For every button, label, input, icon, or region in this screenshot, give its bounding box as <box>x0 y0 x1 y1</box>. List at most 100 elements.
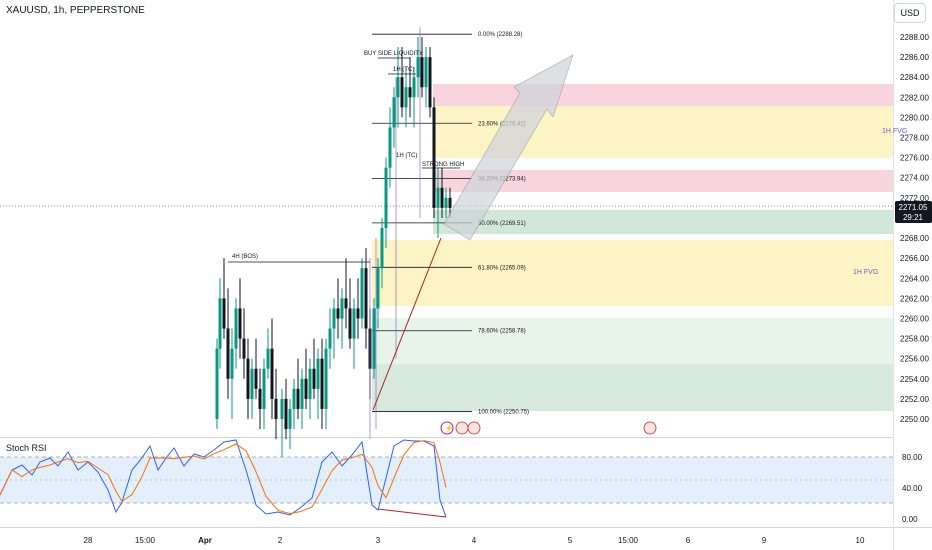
candle-body <box>234 308 238 349</box>
candle-body <box>270 348 274 399</box>
candle-body <box>364 268 368 329</box>
candle-body <box>238 308 242 339</box>
price-axis-label: 2272.00 <box>900 194 929 203</box>
candle-body <box>404 87 408 108</box>
time-axis-label: 6 <box>686 536 691 545</box>
green-zone-low <box>372 364 893 411</box>
projection-arrow-icon <box>443 54 574 241</box>
candle-body <box>380 228 384 269</box>
candle-body <box>360 268 364 319</box>
candle-body <box>312 368 316 389</box>
candle-body <box>258 388 262 409</box>
rsi-axis-label: 0.00 <box>902 515 918 524</box>
price-axis-label: 2262.00 <box>900 294 929 303</box>
price-axis-label: 2250.00 <box>900 415 929 424</box>
candle-body <box>420 57 424 88</box>
stoch-rsi-title: Stoch RSI <box>6 443 47 453</box>
bos-label: 4H (BOS) <box>232 254 258 260</box>
candle-body <box>352 308 356 339</box>
candle-body <box>412 77 416 98</box>
candle-body <box>408 87 412 98</box>
time-axis: 28 15:00 Apr 2 3 4 5 15:00 6 9 10 <box>84 536 865 545</box>
strong-high-label: STRONG HIGH <box>422 162 464 168</box>
price-axis-label: 2258.00 <box>900 335 929 344</box>
candle-body <box>424 57 428 88</box>
candle-body <box>428 57 432 108</box>
candle-body <box>372 308 376 369</box>
currency-button[interactable]: USD <box>894 3 926 23</box>
price-axis-label: 2260.00 <box>900 314 929 323</box>
rsi-axis: 80.00 40.00 0.00 <box>902 453 923 524</box>
candle-body <box>392 97 396 128</box>
time-axis-label: 2 <box>278 536 283 545</box>
candle-body <box>308 368 312 399</box>
candle-body <box>262 368 266 409</box>
stoch-d-line <box>0 440 447 515</box>
candle-body <box>292 388 296 409</box>
tc-label: 1H (TC) <box>396 153 417 159</box>
rsi-axis-label: 80.00 <box>902 453 923 462</box>
price-axis-label: 2266.00 <box>900 254 929 263</box>
rsi-axis-label: 40.00 <box>902 484 923 493</box>
candle-body <box>440 187 444 208</box>
candle-body <box>230 348 234 379</box>
time-axis-label: 5 <box>568 536 573 545</box>
price-axis-label: 2254.00 <box>900 375 929 384</box>
tc-top-label: 1H (TC) <box>393 67 414 73</box>
price-axis-label: 2278.00 <box>900 134 929 143</box>
candle-body <box>242 338 246 359</box>
yellow-zone-fvg <box>372 240 893 306</box>
price-axis-label: 2286.00 <box>900 53 929 62</box>
pink-zone-mid <box>433 170 893 192</box>
event-icons[interactable]: ⚡ <box>440 421 657 435</box>
price-axis-label: 2288.00 <box>900 33 929 42</box>
candle-body <box>284 398 288 430</box>
fvg-top-label: 1H FVG <box>882 128 907 135</box>
time-axis-label: 10 <box>856 536 865 545</box>
candle-body <box>274 398 278 419</box>
candle-body <box>254 368 258 389</box>
fib-level-label: 100.00% (2250.75) <box>478 409 529 415</box>
candle-body <box>280 398 284 419</box>
candle-body <box>222 298 226 329</box>
fib-level-label: 61.80% (2265.09) <box>478 265 526 271</box>
candle-body <box>316 358 320 389</box>
time-axis-label: 15:00 <box>618 536 639 545</box>
symbol-title: XAUUSD, 1h, PEPPERSTONE <box>6 5 145 16</box>
pink-zone-top <box>433 84 893 106</box>
price-axis: 2288.00 2286.00 2284.00 2282.00 2280.00 2278.… <box>900 33 929 424</box>
candle-body <box>336 308 340 319</box>
candle-body <box>340 298 344 319</box>
fib-level-label: 0.00% (2288.28) <box>478 32 522 38</box>
green-zone-light <box>372 318 893 364</box>
time-axis-label: 9 <box>762 536 767 545</box>
time-axis-label: 28 <box>84 536 93 545</box>
current-price-tag: 2271.05 29:21 <box>895 201 932 223</box>
candle-body <box>432 107 436 208</box>
candles <box>215 26 452 460</box>
buy-side-label: BUY SIDE LIQUIDITY <box>364 51 423 57</box>
svg-text:⚡: ⚡ <box>444 423 454 433</box>
candle-body <box>288 408 292 430</box>
price-axis-label: 2256.00 <box>900 355 929 364</box>
candle-body <box>250 368 254 399</box>
candle-body <box>215 348 219 419</box>
candle-body <box>324 348 328 409</box>
green-zone-mid <box>433 210 893 234</box>
price-axis-label: 2264.00 <box>900 274 929 283</box>
candle-body <box>396 77 400 98</box>
fib-level-label: 50.00% (2269.51) <box>478 221 526 227</box>
candle-body <box>296 388 300 409</box>
candle-body <box>384 167 388 228</box>
candle-body <box>356 308 360 319</box>
stoch-k-line <box>0 439 447 518</box>
time-axis-label: 3 <box>376 536 381 545</box>
fvg-mid-label: 1H FVG <box>853 269 878 276</box>
candle-body <box>436 187 440 208</box>
candle-body <box>400 77 404 108</box>
time-axis-label: Apr <box>198 536 212 545</box>
candle-body <box>328 328 332 349</box>
time-axis-label: 4 <box>472 536 477 545</box>
fib-level-label: 78.60% (2258.78) <box>478 329 526 335</box>
